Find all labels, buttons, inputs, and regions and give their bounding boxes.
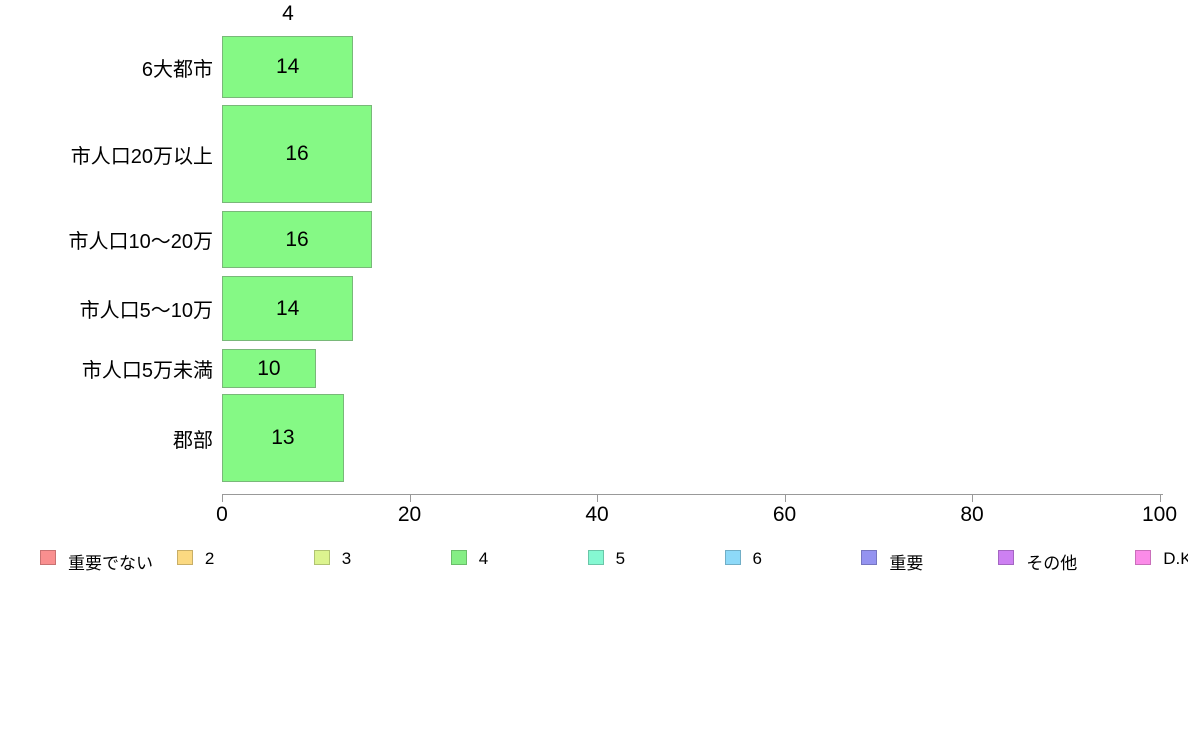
x-axis-tick-label: 0 bbox=[216, 503, 228, 526]
legend-swatch-icon bbox=[450, 550, 467, 565]
category-label: 市人口5〜10万 bbox=[79, 300, 213, 322]
category-label: 郡部 bbox=[173, 429, 213, 452]
bar: 16 bbox=[222, 105, 372, 203]
legend-swatch-icon bbox=[587, 550, 604, 565]
legend-label: 3 bbox=[341, 549, 352, 568]
x-axis-tick bbox=[1159, 495, 1161, 502]
bar-value-label: 10 bbox=[257, 356, 281, 380]
chart-title: 4 bbox=[282, 2, 294, 25]
bar-value-label: 16 bbox=[285, 227, 309, 251]
x-axis-tick bbox=[784, 495, 786, 502]
bar: 13 bbox=[222, 394, 344, 482]
legend-label: 重要でない bbox=[68, 554, 153, 573]
legend-label: 5 bbox=[615, 549, 626, 568]
bar-value-label: 14 bbox=[275, 55, 300, 78]
bar-value-label: 14 bbox=[275, 296, 300, 320]
bar: 16 bbox=[222, 211, 372, 268]
bar-value-label: 13 bbox=[271, 426, 295, 449]
category-label: 市人口10〜20万 bbox=[68, 231, 214, 253]
legend-swatch-icon bbox=[861, 550, 878, 565]
bar: 10 bbox=[222, 349, 316, 388]
bar-value-label: 16 bbox=[285, 142, 309, 165]
x-axis-tick bbox=[597, 495, 598, 502]
bar: 14 bbox=[222, 36, 354, 98]
legend-swatch-icon bbox=[998, 550, 1015, 565]
legend-swatch-icon bbox=[176, 550, 193, 565]
legend-swatch-icon bbox=[724, 550, 741, 565]
x-axis-line bbox=[222, 494, 1163, 495]
legend-label: その他 bbox=[1026, 554, 1078, 573]
category-label: 市人口20万以上 bbox=[70, 145, 213, 168]
category-label: 6大都市 bbox=[141, 58, 213, 81]
legend-swatch-icon bbox=[313, 550, 330, 565]
legend-label: 4 bbox=[478, 549, 489, 568]
x-axis-tick-label: 40 bbox=[585, 503, 609, 526]
x-axis-tick-label: 80 bbox=[960, 503, 984, 526]
x-axis-tick-label: 60 bbox=[772, 503, 797, 526]
legend-swatch-icon bbox=[40, 550, 56, 565]
legend-label: D.K bbox=[1163, 549, 1188, 568]
legend-swatch-icon bbox=[1135, 550, 1152, 565]
x-axis-tick-label: 20 bbox=[397, 503, 422, 526]
legend-label: 2 bbox=[204, 549, 215, 568]
legend-label: 6 bbox=[752, 549, 762, 568]
legend: 重要でない 2 3 4 5 6 重要 その他 D.K bbox=[0, 0, 1188, 573]
category-label: 市人口5万未満 bbox=[81, 360, 213, 382]
x-axis-tick bbox=[409, 495, 411, 502]
x-axis-tick bbox=[222, 495, 223, 502]
x-axis-tick-label: 100 bbox=[1141, 503, 1178, 526]
x-axis-tick bbox=[972, 495, 973, 502]
legend-label: 重要 bbox=[889, 554, 924, 573]
bar: 14 bbox=[222, 276, 354, 341]
